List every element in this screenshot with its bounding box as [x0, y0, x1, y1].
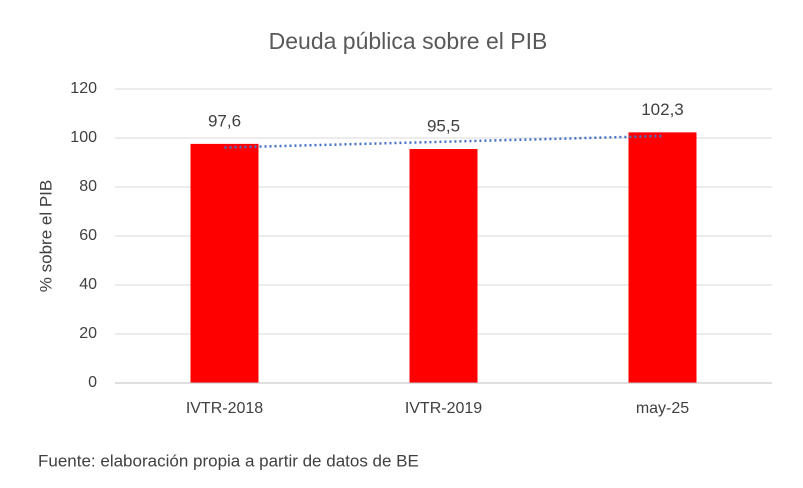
y-tick-label: 120: [70, 80, 97, 97]
value-label: 97,6: [208, 111, 241, 130]
y-tick-label: 0: [88, 374, 97, 391]
y-tick-label: 80: [79, 178, 97, 195]
y-tick-label: 40: [79, 276, 97, 293]
x-tick-label: IVTR-2019: [405, 400, 482, 417]
source-note: Fuente: elaboración propia a partir de d…: [38, 451, 419, 470]
trendline: [224, 134, 663, 149]
y-tick-label: 100: [70, 129, 97, 146]
value-label: 102,3: [641, 100, 684, 119]
y-axis-label: % sobre el PIB: [36, 180, 55, 292]
chart-title: Deuda pública sobre el PIB: [269, 28, 548, 54]
y-tick-label: 20: [79, 325, 97, 342]
value-label: 95,5: [427, 117, 460, 136]
y-tick-label: 60: [79, 227, 97, 244]
bar: [628, 132, 697, 383]
bar: [409, 149, 478, 383]
bar: [190, 143, 259, 383]
x-tick-label: may-25: [636, 400, 689, 417]
x-tick-label: IVTR-2018: [186, 400, 263, 417]
